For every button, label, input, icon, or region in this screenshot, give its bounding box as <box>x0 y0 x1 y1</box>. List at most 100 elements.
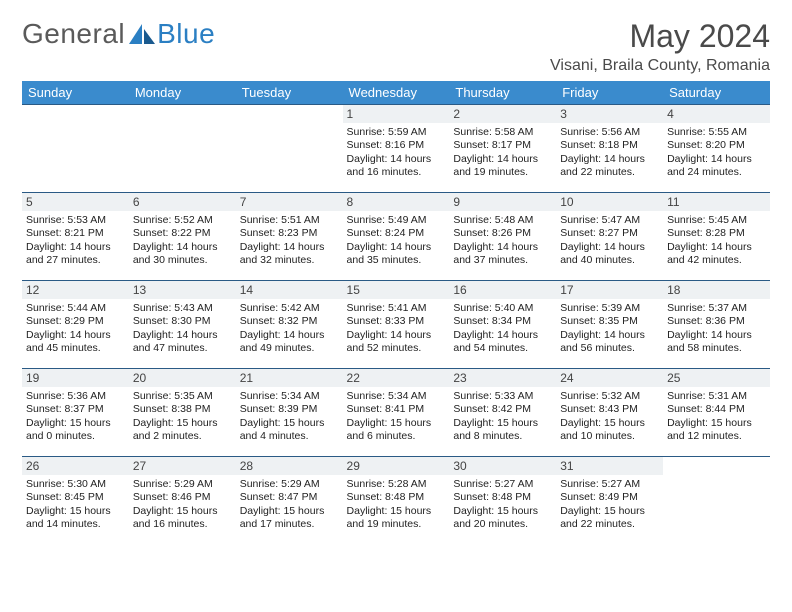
calendar-day-cell: 4Sunrise: 5:55 AMSunset: 8:20 PMDaylight… <box>663 105 770 193</box>
daylight-text: Daylight: 15 hours and 12 minutes. <box>667 417 766 444</box>
calendar-day-cell: 5Sunrise: 5:53 AMSunset: 8:21 PMDaylight… <box>22 193 129 281</box>
sunrise-text: Sunrise: 5:49 AM <box>347 214 446 227</box>
sunrise-text: Sunrise: 5:29 AM <box>240 478 339 491</box>
daylight-text: Daylight: 14 hours and 40 minutes. <box>560 241 659 268</box>
daylight-text: Daylight: 14 hours and 42 minutes. <box>667 241 766 268</box>
sunrise-text: Sunrise: 5:34 AM <box>347 390 446 403</box>
sunset-text: Sunset: 8:32 PM <box>240 315 339 328</box>
day-info: Sunrise: 5:58 AMSunset: 8:17 PMDaylight:… <box>449 123 556 182</box>
calendar-day-cell: 11Sunrise: 5:45 AMSunset: 8:28 PMDayligh… <box>663 193 770 281</box>
sunset-text: Sunset: 8:21 PM <box>26 227 125 240</box>
calendar-day-cell: 14Sunrise: 5:42 AMSunset: 8:32 PMDayligh… <box>236 281 343 369</box>
day-info: Sunrise: 5:35 AMSunset: 8:38 PMDaylight:… <box>129 387 236 446</box>
daylight-text: Daylight: 14 hours and 30 minutes. <box>133 241 232 268</box>
day-number: 6 <box>129 193 236 211</box>
day-number: 22 <box>343 369 450 387</box>
day-info: Sunrise: 5:52 AMSunset: 8:22 PMDaylight:… <box>129 211 236 270</box>
sunset-text: Sunset: 8:29 PM <box>26 315 125 328</box>
calendar-week-row: 5Sunrise: 5:53 AMSunset: 8:21 PMDaylight… <box>22 193 770 281</box>
calendar-day-cell: 31Sunrise: 5:27 AMSunset: 8:49 PMDayligh… <box>556 457 663 545</box>
sunrise-text: Sunrise: 5:48 AM <box>453 214 552 227</box>
day-info: Sunrise: 5:28 AMSunset: 8:48 PMDaylight:… <box>343 475 450 534</box>
sunrise-text: Sunrise: 5:30 AM <box>26 478 125 491</box>
sunrise-text: Sunrise: 5:32 AM <box>560 390 659 403</box>
weekday-header: Tuesday <box>236 81 343 105</box>
daylight-text: Daylight: 14 hours and 47 minutes. <box>133 329 232 356</box>
sunrise-text: Sunrise: 5:37 AM <box>667 302 766 315</box>
day-number: 28 <box>236 457 343 475</box>
calendar-day-cell: 20Sunrise: 5:35 AMSunset: 8:38 PMDayligh… <box>129 369 236 457</box>
day-info: Sunrise: 5:34 AMSunset: 8:39 PMDaylight:… <box>236 387 343 446</box>
sunset-text: Sunset: 8:16 PM <box>347 139 446 152</box>
day-number: 30 <box>449 457 556 475</box>
sunrise-text: Sunrise: 5:45 AM <box>667 214 766 227</box>
daylight-text: Daylight: 15 hours and 4 minutes. <box>240 417 339 444</box>
sunset-text: Sunset: 8:23 PM <box>240 227 339 240</box>
location-text: Visani, Braila County, Romania <box>550 57 770 75</box>
sunset-text: Sunset: 8:46 PM <box>133 491 232 504</box>
calendar-day-cell: 10Sunrise: 5:47 AMSunset: 8:27 PMDayligh… <box>556 193 663 281</box>
day-info: Sunrise: 5:33 AMSunset: 8:42 PMDaylight:… <box>449 387 556 446</box>
calendar-day-cell <box>22 105 129 193</box>
daylight-text: Daylight: 14 hours and 27 minutes. <box>26 241 125 268</box>
day-info: Sunrise: 5:40 AMSunset: 8:34 PMDaylight:… <box>449 299 556 358</box>
daylight-text: Daylight: 14 hours and 58 minutes. <box>667 329 766 356</box>
brand-logo: General Blue <box>22 18 215 50</box>
title-block: May 2024 Visani, Braila County, Romania <box>550 18 770 75</box>
day-number: 5 <box>22 193 129 211</box>
sunset-text: Sunset: 8:22 PM <box>133 227 232 240</box>
daylight-text: Daylight: 15 hours and 14 minutes. <box>26 505 125 532</box>
day-number: 9 <box>449 193 556 211</box>
sail-icon <box>129 24 155 44</box>
day-info: Sunrise: 5:56 AMSunset: 8:18 PMDaylight:… <box>556 123 663 182</box>
day-number: 10 <box>556 193 663 211</box>
weekday-row: Sunday Monday Tuesday Wednesday Thursday… <box>22 81 770 105</box>
sunrise-text: Sunrise: 5:47 AM <box>560 214 659 227</box>
day-info: Sunrise: 5:55 AMSunset: 8:20 PMDaylight:… <box>663 123 770 182</box>
sunset-text: Sunset: 8:43 PM <box>560 403 659 416</box>
day-info: Sunrise: 5:27 AMSunset: 8:49 PMDaylight:… <box>556 475 663 534</box>
sunrise-text: Sunrise: 5:28 AM <box>347 478 446 491</box>
day-number: 17 <box>556 281 663 299</box>
sunrise-text: Sunrise: 5:35 AM <box>133 390 232 403</box>
day-info: Sunrise: 5:36 AMSunset: 8:37 PMDaylight:… <box>22 387 129 446</box>
calendar-day-cell: 12Sunrise: 5:44 AMSunset: 8:29 PMDayligh… <box>22 281 129 369</box>
brand-part2: Blue <box>157 18 215 50</box>
sunset-text: Sunset: 8:27 PM <box>560 227 659 240</box>
weekday-header: Thursday <box>449 81 556 105</box>
calendar-day-cell: 9Sunrise: 5:48 AMSunset: 8:26 PMDaylight… <box>449 193 556 281</box>
sunset-text: Sunset: 8:44 PM <box>667 403 766 416</box>
sunset-text: Sunset: 8:45 PM <box>26 491 125 504</box>
day-info: Sunrise: 5:49 AMSunset: 8:24 PMDaylight:… <box>343 211 450 270</box>
calendar-day-cell: 6Sunrise: 5:52 AMSunset: 8:22 PMDaylight… <box>129 193 236 281</box>
sunset-text: Sunset: 8:24 PM <box>347 227 446 240</box>
sunrise-text: Sunrise: 5:58 AM <box>453 126 552 139</box>
day-number: 18 <box>663 281 770 299</box>
sunset-text: Sunset: 8:37 PM <box>26 403 125 416</box>
calendar-day-cell: 26Sunrise: 5:30 AMSunset: 8:45 PMDayligh… <box>22 457 129 545</box>
sunset-text: Sunset: 8:42 PM <box>453 403 552 416</box>
calendar-day-cell: 29Sunrise: 5:28 AMSunset: 8:48 PMDayligh… <box>343 457 450 545</box>
sunrise-text: Sunrise: 5:42 AM <box>240 302 339 315</box>
day-info: Sunrise: 5:53 AMSunset: 8:21 PMDaylight:… <box>22 211 129 270</box>
calendar-day-cell: 3Sunrise: 5:56 AMSunset: 8:18 PMDaylight… <box>556 105 663 193</box>
day-number: 15 <box>343 281 450 299</box>
calendar-day-cell: 2Sunrise: 5:58 AMSunset: 8:17 PMDaylight… <box>449 105 556 193</box>
calendar-day-cell: 23Sunrise: 5:33 AMSunset: 8:42 PMDayligh… <box>449 369 556 457</box>
calendar-day-cell: 16Sunrise: 5:40 AMSunset: 8:34 PMDayligh… <box>449 281 556 369</box>
sunset-text: Sunset: 8:48 PM <box>347 491 446 504</box>
daylight-text: Daylight: 15 hours and 22 minutes. <box>560 505 659 532</box>
sunrise-text: Sunrise: 5:44 AM <box>26 302 125 315</box>
day-info: Sunrise: 5:31 AMSunset: 8:44 PMDaylight:… <box>663 387 770 446</box>
sunrise-text: Sunrise: 5:27 AM <box>453 478 552 491</box>
day-info: Sunrise: 5:42 AMSunset: 8:32 PMDaylight:… <box>236 299 343 358</box>
day-info: Sunrise: 5:47 AMSunset: 8:27 PMDaylight:… <box>556 211 663 270</box>
day-info: Sunrise: 5:32 AMSunset: 8:43 PMDaylight:… <box>556 387 663 446</box>
day-info: Sunrise: 5:34 AMSunset: 8:41 PMDaylight:… <box>343 387 450 446</box>
day-info: Sunrise: 5:43 AMSunset: 8:30 PMDaylight:… <box>129 299 236 358</box>
sunrise-text: Sunrise: 5:39 AM <box>560 302 659 315</box>
daylight-text: Daylight: 15 hours and 16 minutes. <box>133 505 232 532</box>
calendar-day-cell: 8Sunrise: 5:49 AMSunset: 8:24 PMDaylight… <box>343 193 450 281</box>
weekday-header: Monday <box>129 81 236 105</box>
weekday-header: Wednesday <box>343 81 450 105</box>
